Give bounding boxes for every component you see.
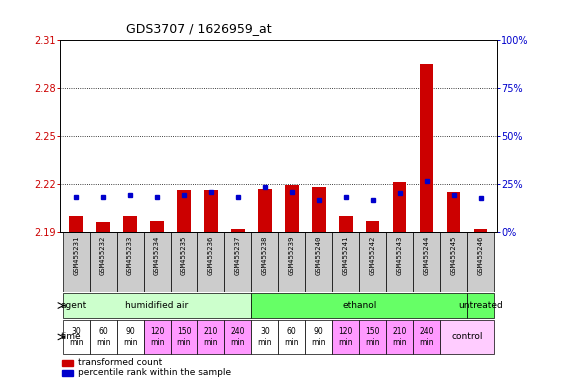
Bar: [198, 320, 224, 354]
Text: GSM455239: GSM455239: [289, 235, 295, 275]
Bar: [251, 293, 467, 318]
Bar: [332, 320, 359, 354]
Bar: [90, 320, 116, 354]
Bar: [116, 320, 143, 354]
Bar: [63, 293, 251, 318]
Text: 30
min: 30 min: [258, 327, 272, 347]
Bar: [62, 370, 73, 376]
Text: GSM455243: GSM455243: [397, 235, 403, 275]
Text: GSM455240: GSM455240: [316, 235, 322, 275]
Text: GSM455236: GSM455236: [208, 235, 214, 275]
Text: humidified air: humidified air: [126, 301, 188, 310]
Text: agent: agent: [60, 301, 86, 310]
Text: 120
min: 120 min: [150, 327, 164, 347]
Bar: [305, 232, 332, 292]
Bar: [258, 189, 272, 232]
Text: transformed count: transformed count: [78, 358, 163, 367]
Bar: [339, 216, 352, 232]
Text: GSM455241: GSM455241: [343, 235, 349, 275]
Bar: [393, 182, 407, 232]
Text: 60
min: 60 min: [96, 327, 110, 347]
Bar: [447, 192, 460, 232]
Bar: [332, 232, 359, 292]
Text: 30
min: 30 min: [69, 327, 83, 347]
Bar: [278, 232, 305, 292]
Text: 60
min: 60 min: [284, 327, 299, 347]
Text: GSM455244: GSM455244: [424, 235, 429, 275]
Bar: [278, 320, 305, 354]
Text: 90
min: 90 min: [312, 327, 326, 347]
Bar: [467, 293, 494, 318]
Bar: [413, 232, 440, 292]
Bar: [70, 216, 83, 232]
Bar: [440, 320, 494, 354]
Bar: [224, 232, 251, 292]
Text: GSM455237: GSM455237: [235, 235, 241, 275]
Bar: [123, 216, 137, 232]
Text: percentile rank within the sample: percentile rank within the sample: [78, 369, 231, 377]
Text: GDS3707 / 1626959_at: GDS3707 / 1626959_at: [126, 22, 271, 35]
Bar: [96, 222, 110, 232]
Bar: [251, 232, 279, 292]
Text: 210
min: 210 min: [204, 327, 218, 347]
Bar: [386, 320, 413, 354]
Bar: [474, 228, 487, 232]
Bar: [171, 232, 198, 292]
Bar: [143, 320, 171, 354]
Bar: [413, 320, 440, 354]
Bar: [305, 320, 332, 354]
Bar: [204, 190, 218, 232]
Bar: [177, 190, 191, 232]
Text: GSM455231: GSM455231: [73, 235, 79, 275]
Text: untreated: untreated: [458, 301, 503, 310]
Bar: [63, 320, 90, 354]
Bar: [366, 220, 380, 232]
Text: 150
min: 150 min: [177, 327, 191, 347]
Bar: [150, 220, 164, 232]
Text: GSM455242: GSM455242: [370, 235, 376, 275]
Bar: [231, 228, 244, 232]
Bar: [312, 187, 325, 232]
Bar: [116, 232, 143, 292]
Bar: [386, 232, 413, 292]
Bar: [143, 232, 171, 292]
Bar: [285, 185, 299, 232]
Bar: [359, 232, 386, 292]
Bar: [359, 320, 386, 354]
Text: 240
min: 240 min: [420, 327, 434, 347]
Text: 150
min: 150 min: [365, 327, 380, 347]
Text: 240
min: 240 min: [231, 327, 245, 347]
Bar: [251, 320, 279, 354]
Bar: [90, 232, 116, 292]
Text: 120
min: 120 min: [339, 327, 353, 347]
Bar: [171, 320, 198, 354]
Text: ethanol: ethanol: [342, 301, 376, 310]
Text: GSM455238: GSM455238: [262, 235, 268, 275]
Bar: [224, 320, 251, 354]
Text: control: control: [451, 333, 483, 341]
Text: 90
min: 90 min: [123, 327, 137, 347]
Bar: [198, 232, 224, 292]
Bar: [467, 232, 494, 292]
Text: GSM455235: GSM455235: [181, 235, 187, 275]
Text: GSM455246: GSM455246: [477, 235, 484, 275]
Text: GSM455245: GSM455245: [451, 235, 457, 275]
Text: GSM455233: GSM455233: [127, 235, 133, 275]
Bar: [62, 360, 73, 366]
Bar: [63, 232, 90, 292]
Text: 210
min: 210 min: [392, 327, 407, 347]
Bar: [420, 64, 433, 232]
Bar: [440, 232, 467, 292]
Text: GSM455234: GSM455234: [154, 235, 160, 275]
Text: GSM455232: GSM455232: [100, 235, 106, 275]
Text: time: time: [60, 333, 81, 341]
